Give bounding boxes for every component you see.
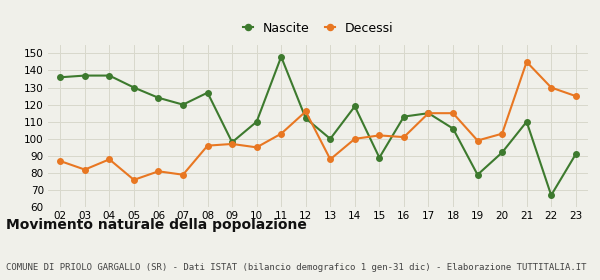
Decessi [351,137,358,141]
Nascite [376,156,383,159]
Decessi [548,86,555,89]
Decessi [179,173,187,176]
Nascite [499,151,506,154]
Nascite [253,120,260,123]
Line: Nascite: Nascite [58,54,578,198]
Decessi [449,111,457,115]
Decessi [425,111,432,115]
Nascite [179,103,187,106]
Nascite [400,115,407,118]
Nascite [572,153,580,156]
Decessi [302,110,310,113]
Decessi [400,136,407,139]
Decessi [499,132,506,135]
Text: Movimento naturale della popolazione: Movimento naturale della popolazione [6,218,307,232]
Decessi [376,134,383,137]
Legend: Nascite, Decessi: Nascite, Decessi [243,22,393,35]
Decessi [155,170,162,173]
Decessi [56,159,64,163]
Nascite [155,96,162,99]
Nascite [81,74,88,77]
Nascite [326,137,334,141]
Nascite [56,76,64,79]
Nascite [474,173,481,176]
Decessi [474,139,481,142]
Decessi [572,94,580,98]
Decessi [106,158,113,161]
Nascite [204,91,211,94]
Line: Decessi: Decessi [58,59,578,183]
Decessi [253,146,260,149]
Nascite [278,55,285,59]
Text: COMUNE DI PRIOLO GARGALLO (SR) - Dati ISTAT (bilancio demografico 1 gen-31 dic) : COMUNE DI PRIOLO GARGALLO (SR) - Dati IS… [6,263,587,272]
Nascite [302,117,310,120]
Decessi [204,144,211,147]
Nascite [548,193,555,197]
Nascite [425,111,432,115]
Decessi [81,168,88,171]
Decessi [229,142,236,146]
Nascite [351,105,358,108]
Decessi [130,178,137,181]
Nascite [106,74,113,77]
Nascite [130,86,137,89]
Decessi [278,132,285,135]
Nascite [449,127,457,130]
Decessi [326,158,334,161]
Nascite [229,141,236,144]
Decessi [523,60,530,64]
Nascite [523,120,530,123]
